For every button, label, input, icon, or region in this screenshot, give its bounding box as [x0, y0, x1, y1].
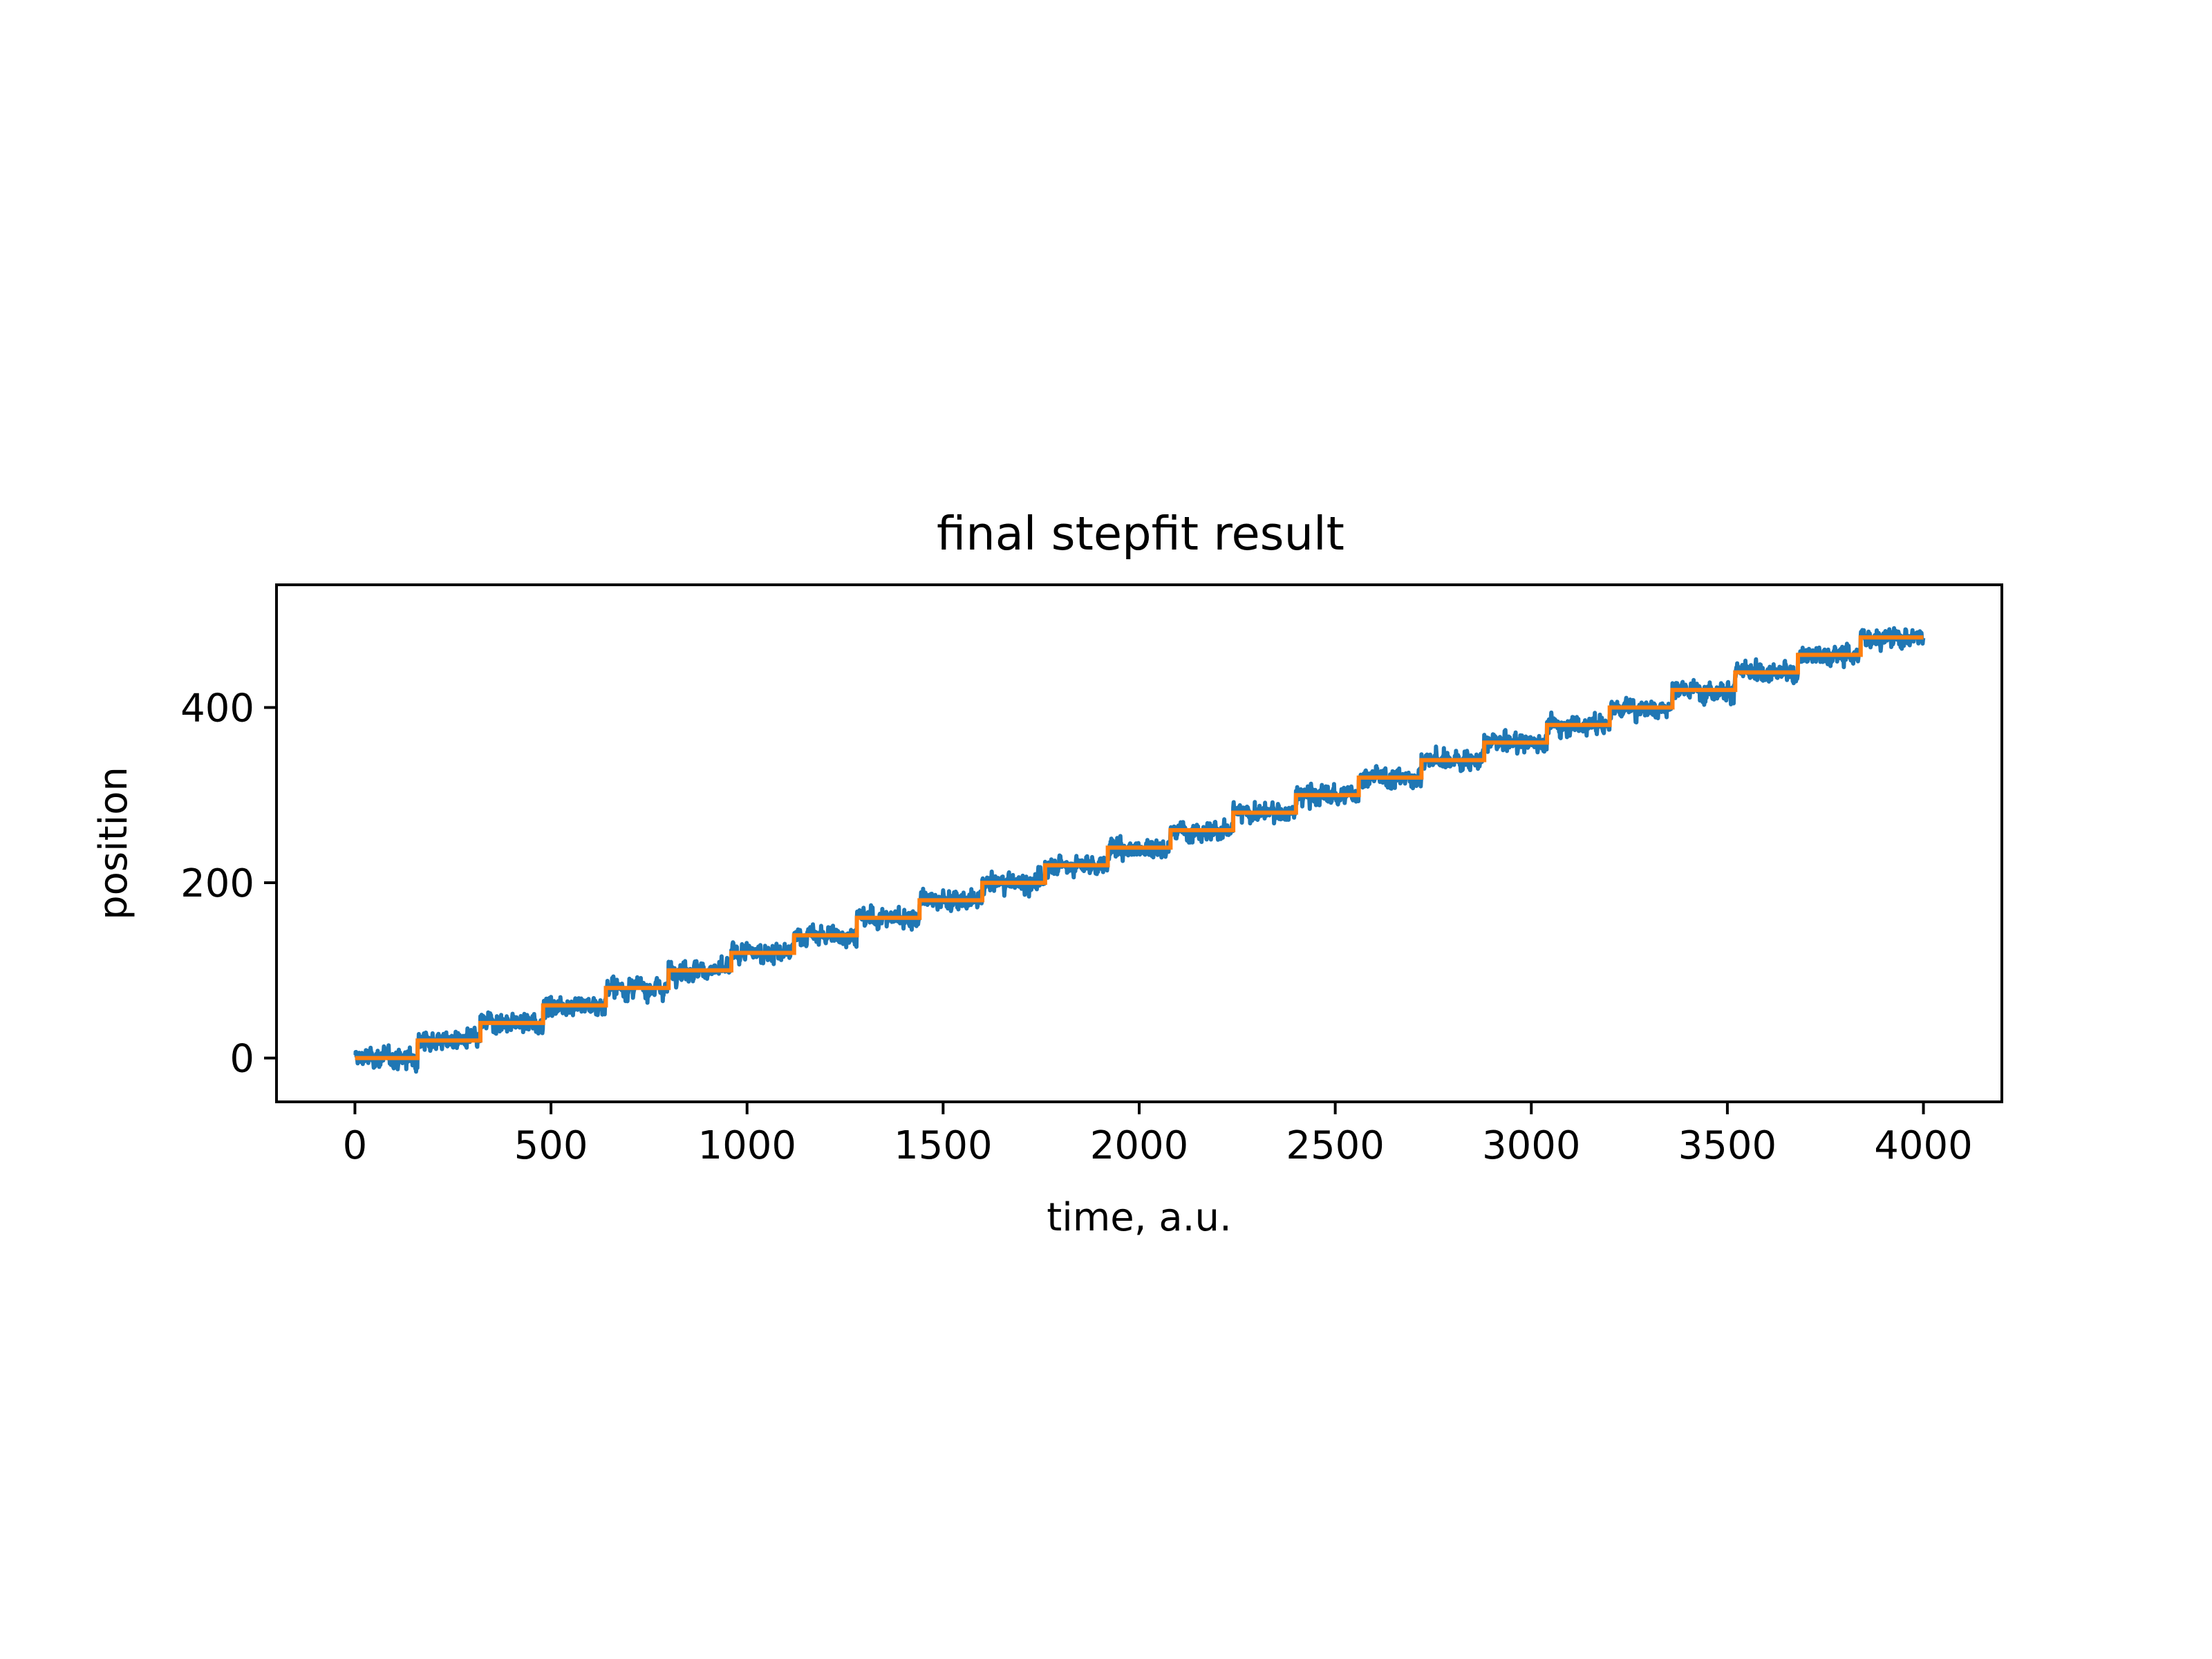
x-tick-label: 2000 — [1090, 1123, 1189, 1168]
x-tick-label: 1000 — [697, 1123, 796, 1168]
step-fit-line — [355, 635, 1924, 1060]
x-axis: 0 500 1000 1500 2000 2500 3000 3500 4000 — [343, 1102, 1973, 1168]
x-axis-label: time, a.u. — [1047, 1195, 1232, 1240]
x-tick-label: 3000 — [1482, 1123, 1581, 1168]
x-tick-label: 4000 — [1874, 1123, 1973, 1168]
y-axis: 0 200 400 — [180, 686, 276, 1082]
y-tick-label: 200 — [180, 861, 254, 906]
x-tick-label: 500 — [514, 1123, 588, 1168]
y-tick-label: 0 — [229, 1037, 254, 1082]
chart-title: final stepfit result — [937, 507, 1344, 561]
x-tick-label: 0 — [343, 1123, 368, 1168]
plot-area — [353, 626, 1926, 1074]
y-tick-label: 400 — [180, 686, 254, 731]
x-tick-label: 2500 — [1286, 1123, 1385, 1168]
x-tick-label: 3500 — [1678, 1123, 1777, 1168]
y-axis-label: position — [91, 767, 136, 920]
x-tick-label: 1500 — [894, 1123, 993, 1168]
